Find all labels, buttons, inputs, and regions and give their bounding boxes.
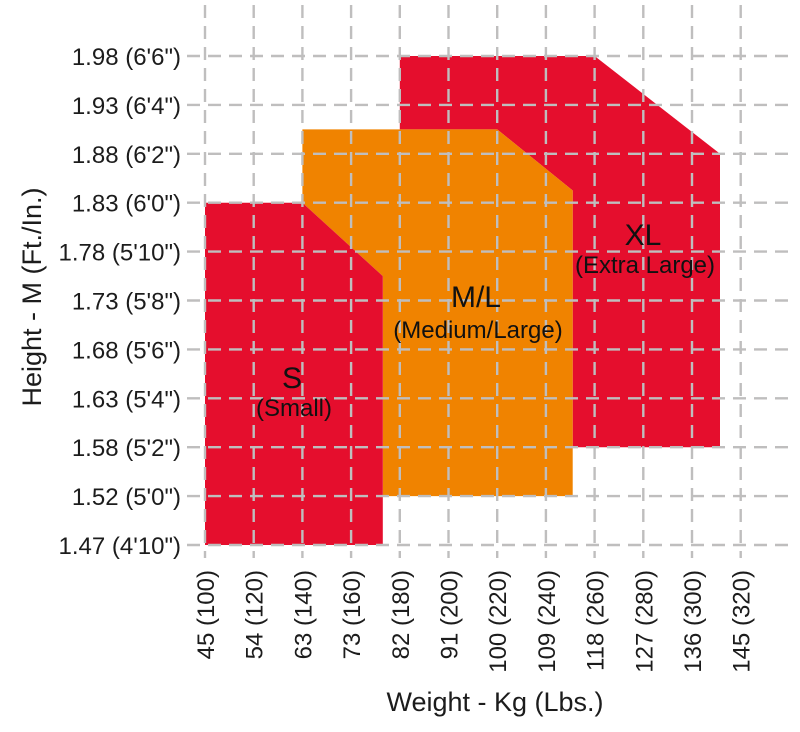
region-label-XL: XL — [625, 219, 662, 252]
y-tick-label: 1.52 (5'0") — [72, 484, 181, 511]
region-label-S: S — [282, 362, 302, 395]
x-tick-label: 82 (180) — [388, 570, 415, 659]
region-label-ML: M/L — [451, 281, 501, 314]
y-tick-label: 1.68 (5'6") — [72, 337, 181, 364]
region-sublabel-S: (Small) — [256, 395, 332, 422]
x-tick-label: 118 (260) — [583, 570, 610, 671]
y-tick-label: 1.83 (6'0") — [72, 191, 181, 218]
x-tick-label: 63 (140) — [290, 570, 317, 659]
x-tick-label: 73 (160) — [339, 570, 366, 659]
x-tick-label: 145 (320) — [729, 570, 756, 673]
y-tick-label: 1.98 (6'6") — [72, 44, 181, 71]
axis-tick-labels: 1.98 (6'6") 1.93 (6'4") 1.88 (6'2") 1.83 (6… — [58, 44, 755, 673]
y-axis-title: Height - M (Ft./In.) — [17, 187, 47, 406]
y-tick-label: 1.63 (5'4") — [72, 386, 181, 413]
x-axis-title: Weight - Kg (Lbs.) — [386, 687, 603, 717]
x-tick-label: 127 (280) — [631, 570, 658, 673]
x-tick-label: 100 (220) — [485, 570, 512, 673]
y-tick-label: 1.88 (6'2") — [72, 142, 181, 169]
region-labels: XL(Extra Large) M/L (Medium/Large) S(Small) — [256, 219, 715, 422]
x-tick-label: 91 (200) — [437, 570, 464, 659]
y-tick-label: 1.78 (5'10") — [58, 240, 181, 267]
x-tick-label: 45 (100) — [193, 570, 220, 659]
y-tick-label: 1.73 (5'8") — [72, 289, 181, 316]
y-tick-label: 1.58 (5'2") — [72, 435, 181, 462]
region-ML — [302, 129, 573, 497]
region-S — [205, 202, 383, 545]
gridlines — [187, 5, 792, 558]
y-tick-label: 1.47 (4'10") — [58, 533, 181, 560]
x-tick-label: 136 (300) — [680, 570, 707, 673]
region-sublabel-XL: (Extra Large) — [575, 252, 715, 279]
x-tick-label: 54 (120) — [242, 570, 269, 659]
y-tick-label: 1.93 (6'4") — [72, 93, 181, 120]
x-tick-label: 109 (240) — [534, 570, 561, 673]
region-sublabel-ML: (Medium/Large) — [393, 317, 562, 344]
